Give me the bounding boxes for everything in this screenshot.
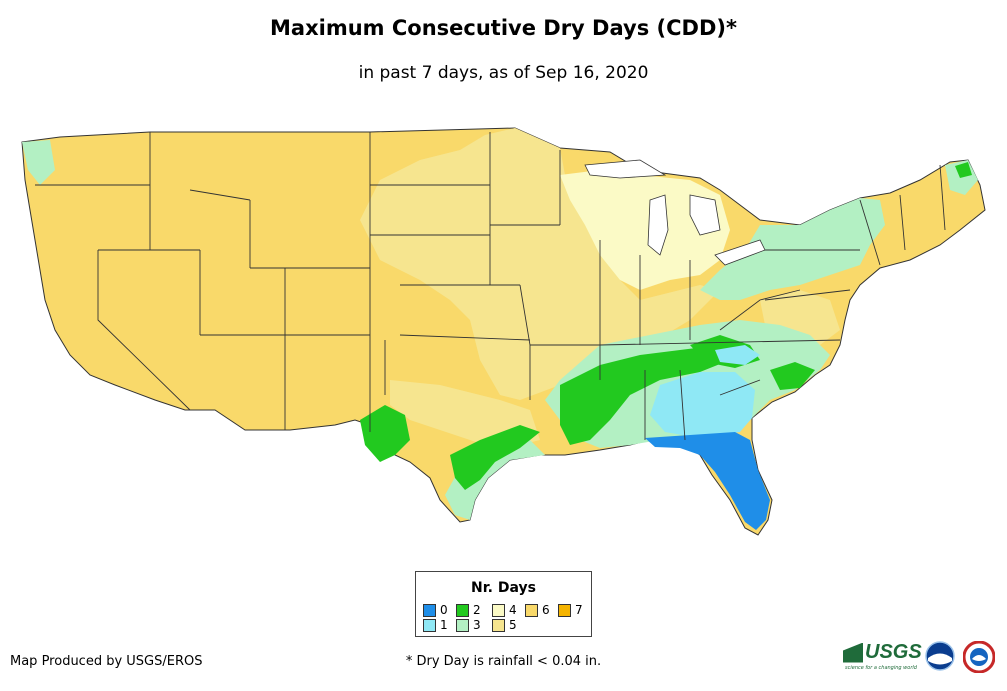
usgs-logo: USGS: [843, 641, 922, 664]
zone-3-washington: [22, 140, 55, 185]
legend-item-1: 1: [423, 618, 448, 632]
zone-2-texas: [360, 405, 410, 462]
usgs-wordmark: USGS: [865, 641, 922, 663]
zone-3-northeast: [700, 198, 885, 300]
lake-erie: [714, 239, 766, 266]
legend-item-2: 2: [456, 603, 481, 617]
legend-swatch-6: [525, 603, 538, 617]
usgs-wave-icon: [843, 642, 863, 663]
map-title: Maximum Consecutive Dry Days (CDD)*: [270, 16, 737, 40]
lake-michigan: [647, 194, 669, 256]
dry-day-footnote: * Dry Day is rainfall < 0.04 in.: [405, 654, 602, 669]
lake-superior: [584, 159, 667, 179]
us-dry-days-map: [21, 127, 986, 536]
zone-2-carolinas: [770, 362, 815, 390]
nws-logo-icon: [963, 641, 995, 673]
legend-swatch-3: [456, 618, 469, 632]
legend-swatch-2: [456, 603, 469, 617]
legend-swatch-0: [423, 603, 436, 617]
lake-huron: [689, 194, 721, 236]
zone-5-midwest: [360, 128, 720, 400]
legend-item-6: 6: [525, 603, 550, 617]
legend-swatch-7: [558, 603, 571, 617]
zone-1-tennessee: [715, 345, 760, 365]
legend-item-4: 4: [492, 603, 517, 617]
state-boundaries: [35, 132, 946, 441]
noaa-logo-icon: [925, 641, 955, 671]
zone-4-great-lakes: [560, 170, 730, 290]
legend: Nr. Days 0 2 4 6 7 1 3 5: [415, 571, 592, 637]
zone-1-georgia: [650, 372, 755, 438]
credit-text: Map Produced by USGS/EROS: [10, 654, 203, 669]
legend-item-3: 3: [456, 618, 481, 632]
legend-swatch-4: [492, 603, 505, 617]
zone-0-florida: [645, 432, 770, 530]
legend-item-7: 7: [558, 603, 583, 617]
usgs-tagline: science for a changing world: [845, 665, 917, 671]
legend-swatch-1: [423, 618, 436, 632]
zone-2-deep-south: [560, 345, 730, 445]
legend-item-0: 0: [423, 603, 448, 617]
zone-2-east-texas: [450, 425, 540, 490]
map-subtitle: in past 7 days, as of Sep 16, 2020: [358, 63, 649, 83]
legend-title: Nr. Days: [471, 580, 536, 596]
legend-item-5: 5: [492, 618, 517, 632]
zone-2-maine: [955, 162, 972, 178]
legend-swatch-5: [492, 618, 505, 632]
